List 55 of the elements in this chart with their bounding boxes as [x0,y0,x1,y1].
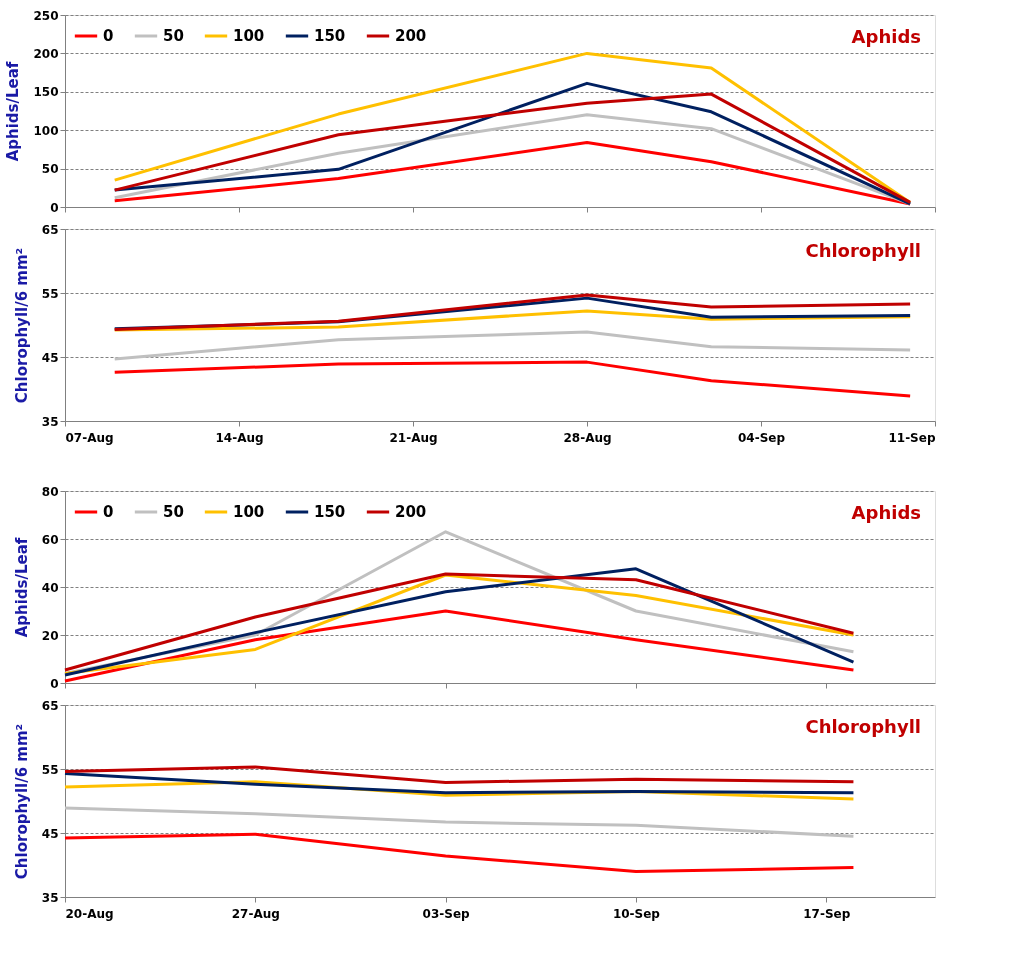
x-tick-label: 20-Aug [65,906,114,921]
x-tick-label: 07-Aug [65,430,114,445]
y-tick-label: 200 [33,46,59,61]
y-tick-label: 80 [41,484,59,499]
y-tick-label: 250 [33,8,59,23]
x-tick-label: 27-Aug [231,906,280,921]
legend-label: 50 [163,503,184,521]
legend-label: 100 [233,27,265,45]
text: Chlorophyll [805,240,921,261]
legend-label: 150 [314,27,346,45]
y-tick-label: 40 [41,580,59,595]
y-axis-title: Chlorophyll/6 mm² [12,247,31,404]
line-series [63,806,855,838]
y-axis-title: Aphids/Leaf [12,537,31,638]
x-tick-label: 11-Sep [888,430,936,445]
line-series [63,765,855,784]
y-axis-title: Chlorophyll/6 mm² [12,723,31,880]
text: Aphids [851,502,921,523]
x-tick-label: 14-Aug [215,430,264,445]
y-tick-label: 60 [41,532,59,547]
legend-label: 50 [163,27,184,45]
legend-label: 0 [103,27,114,45]
x-tick-label: 10-Sep [612,906,661,921]
y-tick-label: 55 [41,286,59,301]
y-tick-label: 45 [41,350,59,365]
y-tick-label: 35 [41,890,59,905]
line-series [113,330,912,361]
legend-label: 100 [233,503,265,521]
x-tick-label: 21-Aug [389,430,438,445]
line-series [63,832,855,873]
line-series [63,609,855,683]
y-tick-label: 35 [41,414,59,429]
x-tick-label: 17-Sep [803,906,851,921]
legend-label: 150 [314,503,346,521]
legend-label: 0 [103,503,114,521]
y-tick-label: 65 [41,698,59,713]
y-tick-label: 0 [50,676,59,691]
legend-label: 200 [395,27,427,45]
text: Aphids [851,26,921,47]
line-series [113,360,912,398]
y-tick-label: 150 [33,85,59,100]
x-tick-label: 03-Sep [422,906,471,921]
y-tick-label: 0 [50,200,59,215]
y-tick-label: 45 [41,826,59,841]
line-series [63,771,855,795]
text: Chlorophyll [805,716,921,737]
y-tick-label: 55 [41,762,59,777]
legend-label: 200 [395,503,427,521]
y-tick-label: 100 [33,123,59,138]
y-tick-label: 65 [41,222,59,237]
x-tick-label: 04-Sep [737,430,786,445]
y-tick-label: 50 [41,162,59,177]
y-axis-title: Aphids/Leaf [4,61,23,162]
y-tick-label: 20 [41,628,59,643]
x-tick-label: 28-Aug [563,430,612,445]
